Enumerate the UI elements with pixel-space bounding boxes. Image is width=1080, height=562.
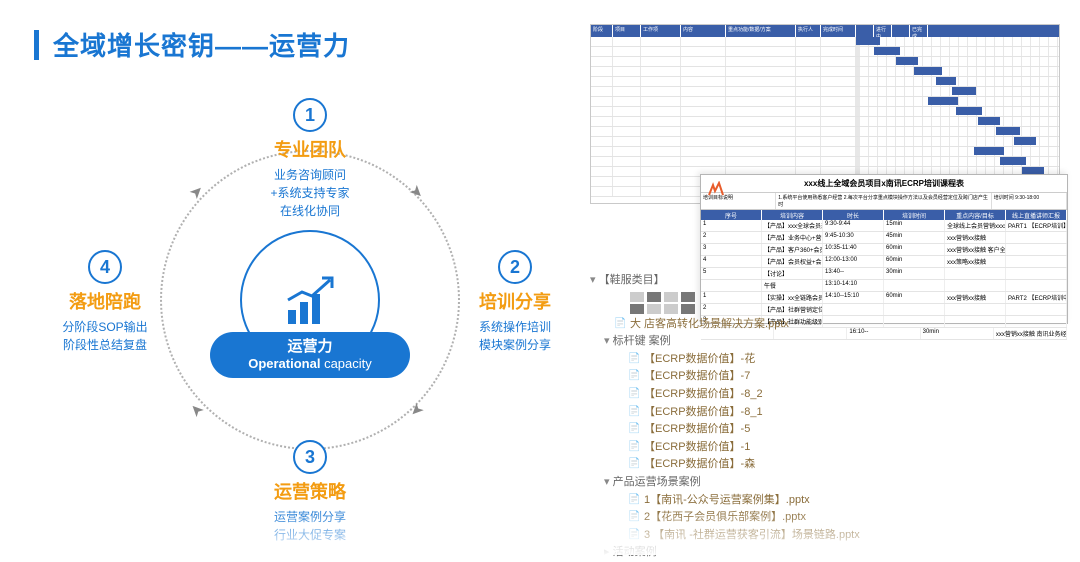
tree-root: 【鞋服类目】 bbox=[590, 272, 960, 290]
gantt-header-cell: 已完成 bbox=[910, 25, 928, 37]
gantt-bar bbox=[978, 117, 1000, 125]
node-number: 3 bbox=[293, 440, 327, 474]
node-number: 4 bbox=[88, 250, 122, 284]
capacity-label-en: Operational capacity bbox=[248, 356, 372, 372]
node-number: 1 bbox=[293, 98, 327, 132]
tree-file: 【ECRP数据价值】-8_2 bbox=[618, 386, 960, 404]
gantt-bar bbox=[996, 127, 1020, 135]
course-th: 培训时间 bbox=[884, 210, 945, 220]
tree-body: 大 店客高转化场景解决方案.pptx标杆键 案例【ECRP数据价值】-花【ECR… bbox=[604, 316, 960, 562]
gantt-bar bbox=[914, 67, 942, 75]
page-title-bar: 全域增长密钥——运营力 bbox=[34, 26, 350, 63]
tree-file: 3 【南讯 -社群运营获客引流】场景链路.pptx bbox=[618, 527, 960, 545]
node-desc: 运营案例分享 行业大促专案 bbox=[235, 508, 385, 544]
gantt-bar bbox=[856, 37, 880, 45]
gantt-header-cell: 执行人 bbox=[796, 25, 821, 37]
gantt-header-cell: 内容 bbox=[681, 25, 726, 37]
course-row: 1【产品】xxx全球会员基本工程介绍xN.PPT9:30-9:4415min全球… bbox=[701, 220, 1067, 232]
course-th: 序号 bbox=[701, 210, 762, 220]
growth-chart-icon bbox=[280, 270, 340, 330]
tree-folder: 活动案例 bbox=[604, 544, 960, 562]
gantt-header-cell: 工作项 bbox=[641, 25, 681, 37]
gantt-header-cell: 阶段 bbox=[591, 25, 613, 37]
file-tree: 【鞋服类目】 大 店客高转化场景解决方案.pptx标杆键 案例【ECRP数据价值… bbox=[590, 272, 960, 562]
tree-folder: 产品运营场景案例 bbox=[604, 474, 960, 492]
node-number: 2 bbox=[498, 250, 532, 284]
node-desc: 业务咨询顾问 +系统支持专家 在线化协同 bbox=[235, 166, 385, 220]
gantt-bar bbox=[974, 147, 1004, 155]
tree-file: 【ECRP数据价值】-8_1 bbox=[618, 404, 960, 422]
gantt-header-cell bbox=[856, 25, 874, 37]
course-table-title: xxx线上全域会员项目x南讯ECRP培训课程表 bbox=[701, 175, 1067, 192]
cycle-node-2: 2 培训分享 系统操作培训 模块案例分享 bbox=[440, 250, 590, 354]
node-desc: 分阶段SOP输出 阶段性总结复盘 bbox=[30, 318, 180, 354]
thumbnail-row bbox=[604, 292, 960, 302]
gantt-header-cell bbox=[892, 25, 910, 37]
course-th: 时长 bbox=[823, 210, 884, 220]
gantt-header-cell: 进行中 bbox=[874, 25, 892, 37]
course-thead: 序号培训内容时长培训时间重点内容/目标线上直播讲师汇报 bbox=[701, 210, 1067, 220]
course-th: 线上直播讲师汇报 bbox=[1006, 210, 1067, 220]
page-title: 全域增长密钥——运营力 bbox=[53, 26, 350, 63]
tree-file: 【ECRP数据价值】-5 bbox=[618, 421, 960, 439]
gantt-bar bbox=[928, 97, 958, 105]
cycle-node-4: 4 落地陪跑 分阶段SOP输出 阶段性总结复盘 bbox=[30, 250, 180, 354]
tree-file: 2【花西子会员俱乐部案例】.pptx bbox=[618, 509, 960, 527]
tree-file: 【ECRP数据价值】-7 bbox=[618, 368, 960, 386]
capacity-label: 运营力 Operational capacity bbox=[210, 332, 410, 378]
course-sub-desc: 1.系统平台使用熟悉客户经营 2.每次平台分享重点模块操作方法以及会员经营定位及… bbox=[776, 193, 992, 209]
course-row: 3【产品】客户360+会员画像ppt10:35-11:4060minxxx营销x… bbox=[701, 244, 1067, 256]
title-accent bbox=[34, 30, 39, 60]
gantt-header-cell: 项目 bbox=[613, 25, 641, 37]
gantt-header-cell: 重点功能/数据/方案 bbox=[726, 25, 796, 37]
gantt-bar bbox=[1014, 137, 1036, 145]
gantt-bar bbox=[956, 107, 982, 115]
operational-cycle-diagram: 运营力 Operational capacity ➤ ➤ ➤ ➤ 1 专业团队 … bbox=[40, 70, 540, 530]
gantt-bar bbox=[874, 47, 900, 55]
cycle-node-3: 3 运营策略 运营案例分享 行业大促专案 bbox=[235, 440, 385, 544]
thumbnail-row bbox=[604, 304, 960, 314]
course-row: 4【产品】会员权益+会员管理ppt12:00-13:0060minxxx策略xx… bbox=[701, 256, 1067, 268]
gantt-bar bbox=[952, 87, 976, 95]
cycle-node-1: 1 专业团队 业务咨询顾问 +系统支持专家 在线化协同 bbox=[235, 98, 385, 220]
brand-logo-icon bbox=[707, 181, 725, 199]
node-desc: 系统操作培训 模块案例分享 bbox=[440, 318, 590, 354]
right-evidence-pane: 阶段项目工作项内容重点功能/数据/方案执行人完成时间 进行中 已完成 xxx线上全域… bbox=[590, 24, 1070, 536]
tree-file: 【ECRP数据价值】-1 bbox=[618, 439, 960, 457]
tree-file: 【ECRP数据价值】-花 bbox=[618, 351, 960, 369]
course-table-subhead: 培训目标说明 1.系统平台使用熟悉客户经营 2.每次平台分享重点模块操作方法以及… bbox=[701, 192, 1067, 210]
node-title: 专业团队 bbox=[235, 136, 385, 162]
tree-file: 大 店客高转化场景解决方案.pptx bbox=[604, 316, 960, 334]
node-title: 培训分享 bbox=[440, 288, 590, 314]
course-th: 重点内容/目标 bbox=[945, 210, 1006, 220]
gantt-bar bbox=[896, 57, 918, 65]
gantt-bar bbox=[1000, 157, 1026, 165]
gantt-bar bbox=[936, 77, 956, 85]
gantt-header-cell: 完成时间 bbox=[821, 25, 856, 37]
tree-folder: 标杆键 案例 bbox=[604, 333, 960, 351]
node-title: 落地陪跑 bbox=[30, 288, 180, 314]
course-row: 2【产品】业务中心+营销Rpt9:45-10:3045minxxx营销xx接触 bbox=[701, 232, 1067, 244]
gantt-header: 阶段项目工作项内容重点功能/数据/方案执行人完成时间 进行中 已完成 bbox=[591, 25, 1059, 37]
node-title: 运营策略 bbox=[235, 478, 385, 504]
tree-file: 1【南讯-公众号运营案例集】.pptx bbox=[618, 492, 960, 510]
course-sub-right: 培训时间 9:30-18:00 bbox=[992, 193, 1067, 209]
tree-file: 【ECRP数据价值】-森 bbox=[618, 456, 960, 474]
capacity-label-cn: 运营力 bbox=[287, 338, 332, 356]
course-th: 培训内容 bbox=[762, 210, 823, 220]
